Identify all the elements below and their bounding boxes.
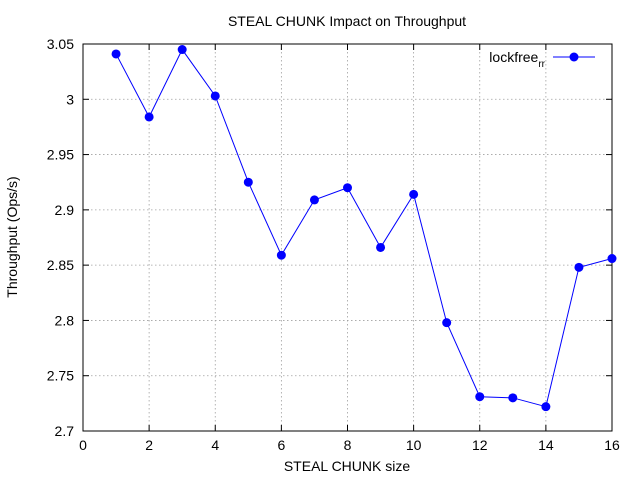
x-tick-label: 14 xyxy=(538,437,554,453)
x-axis-label: STEAL CHUNK size xyxy=(284,458,411,474)
y-tick-label: 2.9 xyxy=(55,202,75,218)
x-tick-label: 4 xyxy=(211,437,219,453)
data-point xyxy=(144,112,154,122)
y-tick-label: 2.75 xyxy=(47,368,74,384)
y-tick-label: 3.05 xyxy=(47,36,74,52)
x-tick-label: 6 xyxy=(277,437,285,453)
x-tick-label: 2 xyxy=(145,437,153,453)
legend-series-subscript: rr xyxy=(538,59,545,70)
data-point xyxy=(442,318,452,328)
y-axis-label: Throughput (Ops/s) xyxy=(4,176,20,297)
data-point xyxy=(309,195,319,205)
data-point xyxy=(177,45,187,55)
x-tick-label: 0 xyxy=(79,437,87,453)
data-point xyxy=(607,254,617,264)
grid-layer xyxy=(83,44,612,431)
x-tick-label: 16 xyxy=(604,437,620,453)
legend-marker xyxy=(569,52,579,62)
x-tick-label: 12 xyxy=(472,437,488,453)
data-point xyxy=(541,402,551,412)
data-point xyxy=(276,250,286,260)
legend-label: lockfreerr xyxy=(489,49,545,70)
data-point xyxy=(475,392,485,402)
data-point xyxy=(343,183,352,193)
legend: lockfreerr xyxy=(489,49,595,70)
y-tick-label: 2.7 xyxy=(55,423,75,439)
y-tick-label: 2.95 xyxy=(47,147,74,163)
tick-layer: 0 2 4 6 8 10 12 14 16 2.7 2.75 2.8 2.85 2.9 2.95 3 3.05 xyxy=(47,36,620,453)
y-tick-label: 3 xyxy=(66,91,74,107)
chart-title: STEAL CHUNK Impact on Throughput xyxy=(228,13,466,29)
series-layer xyxy=(111,45,617,412)
x-tick-label: 8 xyxy=(344,437,352,453)
legend-series-name: lockfree xyxy=(489,49,538,65)
data-point xyxy=(409,189,419,199)
data-point xyxy=(508,393,518,403)
data-point xyxy=(243,177,253,187)
y-tick-label: 2.85 xyxy=(47,257,74,273)
x-tick-label: 10 xyxy=(406,437,422,453)
series-line xyxy=(115,48,613,408)
y-tick-label: 2.8 xyxy=(55,312,75,328)
data-point xyxy=(376,242,386,252)
data-point xyxy=(574,262,584,272)
data-point xyxy=(210,91,220,101)
data-point xyxy=(111,49,121,59)
